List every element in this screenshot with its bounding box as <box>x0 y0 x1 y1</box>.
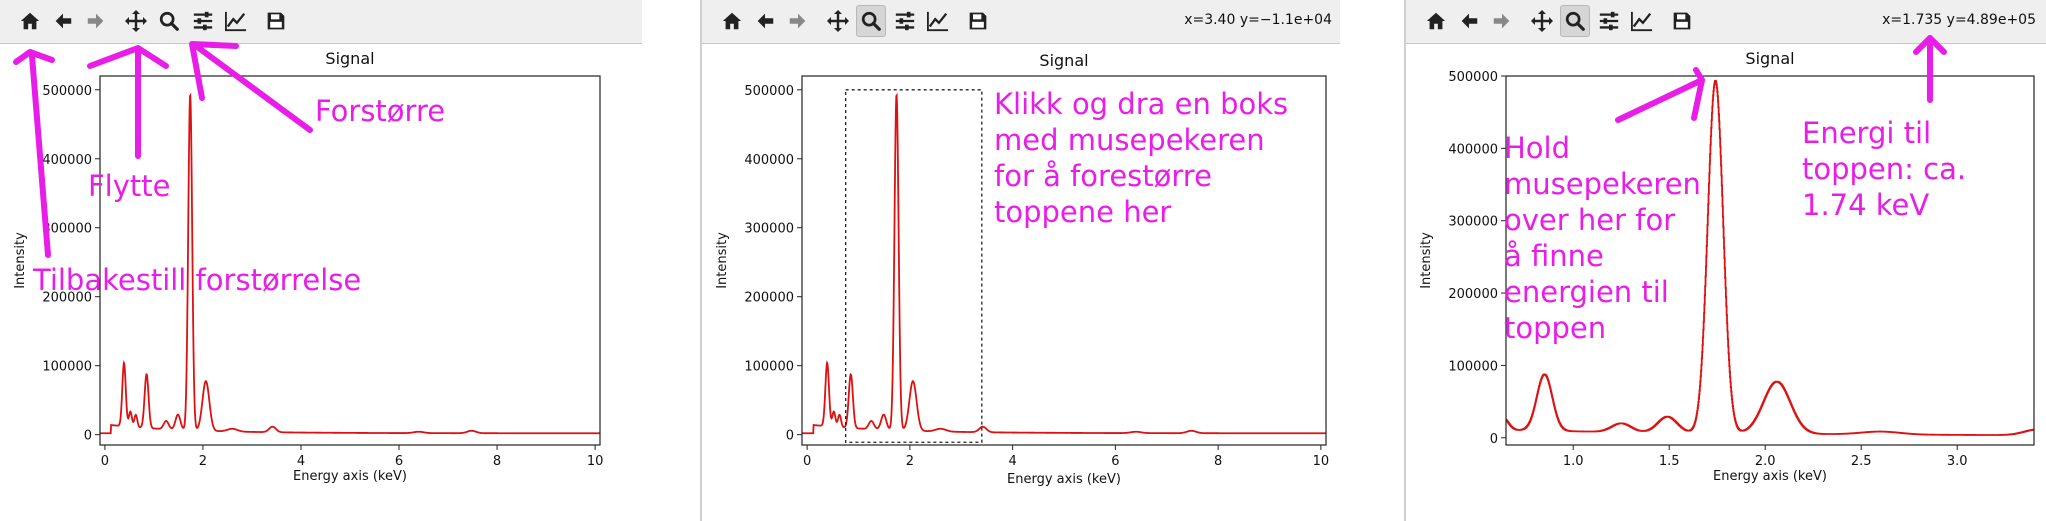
zoom-selection-box[interactable] <box>845 89 983 443</box>
y-tick-label: 200000 <box>744 291 794 306</box>
panel-1: Signal 0 2 4 6 8 10 0 100000 200000 300000 400000 50… <box>0 0 642 521</box>
chart-title: Signal <box>325 49 374 68</box>
x-tick-label: 6 <box>395 454 403 469</box>
x-tick-label: 2.5 <box>1851 454 1872 469</box>
y-axis-label: Intensity <box>13 232 28 289</box>
y-tick-label: 0 <box>1490 432 1498 447</box>
x-tick-label: 2 <box>199 454 207 469</box>
configure-icon[interactable] <box>188 5 218 37</box>
annotation-hover: Hold musepekeren over her for å finne en… <box>1504 131 1701 345</box>
x-tick-label: 2 <box>906 454 914 469</box>
zoom-icon[interactable] <box>154 5 184 37</box>
x-tick-label: 6 <box>1111 454 1119 469</box>
chart-2[interactable]: Signal 0 2 4 6 8 10 0 100000 200000 300000 400000 50… <box>702 0 1340 521</box>
y-tick-label: 100000 <box>1448 359 1498 374</box>
x-tick-label: 1.0 <box>1563 454 1584 469</box>
x-tick-label: 4 <box>297 454 305 469</box>
pan-icon[interactable] <box>823 5 853 37</box>
panel-divider <box>700 0 702 521</box>
annotation-peak-energy: Energi til toppen: ca. 1.74 keV <box>1802 116 1967 222</box>
y-tick-label: 0 <box>84 429 92 444</box>
forward-arrow-icon[interactable] <box>1487 5 1517 37</box>
chart-title: Signal <box>1039 51 1088 70</box>
y-tick-label: 300000 <box>1448 215 1498 230</box>
annotation-zoom-box: Klikk og dra en boks med musepekeren for… <box>994 87 1289 229</box>
axes-frame <box>801 75 1327 446</box>
pan-icon[interactable] <box>1527 5 1557 37</box>
home-icon[interactable] <box>1421 5 1451 37</box>
y-tick-label: 0 <box>786 429 794 444</box>
y-tick-label: 200000 <box>42 291 92 306</box>
x-tick-label: 0 <box>803 454 811 469</box>
annotation-home: Tilbakestill forstørrelse <box>33 263 362 297</box>
x-tick-label: 10 <box>1313 454 1330 469</box>
home-icon[interactable] <box>15 5 45 37</box>
forward-arrow-icon[interactable] <box>81 5 111 37</box>
save-icon[interactable] <box>261 5 291 37</box>
chart-3[interactable]: Signal 1.0 1.5 2.0 2.5 3.0 0 100000 200000 300000… <box>1406 0 2046 521</box>
x-tick-label: 10 <box>587 454 604 469</box>
y-tick-label: 100000 <box>42 360 92 375</box>
chart-title: Signal <box>1745 49 1794 68</box>
panel-divider <box>1404 0 1406 521</box>
cursor-coords: x=1.735 y=4.89e+05 <box>1882 12 2036 28</box>
cursor-coords: x=3.40 y=−1.1e+04 <box>1184 12 1332 28</box>
series-line <box>802 92 1326 435</box>
edit-axis-icon[interactable] <box>1627 5 1657 37</box>
back-arrow-icon[interactable] <box>48 5 78 37</box>
panel-2: x=3.40 y=−1.1e+04 Signal 0 2 4 6 8 10 0 100000 20… <box>702 0 1340 521</box>
forward-arrow-icon[interactable] <box>783 5 813 37</box>
toolbar: x=3.40 y=−1.1e+04 <box>702 0 1340 44</box>
save-icon[interactable] <box>963 5 993 37</box>
y-axis-label: Intensity <box>1419 232 1434 289</box>
x-tick-label: 0 <box>101 454 109 469</box>
y-tick-label: 400000 <box>744 153 794 168</box>
annotation-pan: Flytte <box>88 169 171 203</box>
series-line <box>100 92 600 435</box>
x-tick-label: 2.0 <box>1755 454 1776 469</box>
chart-1[interactable]: Signal 0 2 4 6 8 10 0 100000 200000 300000 400000 50… <box>0 0 642 521</box>
panel-3: x=1.735 y=4.89e+05 Signal 1.0 1.5 2.0 2.5 3.0… <box>1406 0 2046 521</box>
configure-icon[interactable] <box>1594 5 1624 37</box>
back-arrow-icon[interactable] <box>750 5 780 37</box>
home-icon[interactable] <box>717 5 747 37</box>
x-tick-label: 8 <box>493 454 501 469</box>
zoom-icon[interactable] <box>1560 5 1590 37</box>
pan-icon[interactable] <box>121 5 151 37</box>
y-axis-label: Intensity <box>715 232 730 289</box>
axes-frame <box>1505 75 2035 446</box>
y-tick-label: 100000 <box>744 360 794 375</box>
x-axis-label: Energy axis (keV) <box>1713 469 1827 484</box>
y-tick-label: 300000 <box>42 222 92 237</box>
y-tick-label: 300000 <box>744 222 794 237</box>
back-arrow-icon[interactable] <box>1454 5 1484 37</box>
toolbar <box>0 0 642 44</box>
annotation-zoom: Forstørre <box>315 94 446 128</box>
y-tick-label: 200000 <box>1448 287 1498 302</box>
axes-frame <box>99 75 601 446</box>
x-tick-label: 4 <box>1008 454 1016 469</box>
y-tick-label: 400000 <box>42 153 92 168</box>
x-tick-label: 1.5 <box>1659 454 1680 469</box>
x-axis-label: Energy axis (keV) <box>293 469 407 484</box>
configure-icon[interactable] <box>890 5 920 37</box>
y-tick-label: 400000 <box>1448 142 1498 157</box>
zoom-icon[interactable] <box>856 5 886 37</box>
series-line <box>1506 79 2034 436</box>
y-tick-label: 500000 <box>744 84 794 99</box>
save-icon[interactable] <box>1667 5 1697 37</box>
x-tick-label: 8 <box>1214 454 1222 469</box>
edit-axis-icon[interactable] <box>221 5 251 37</box>
x-tick-label: 3.0 <box>1947 454 1968 469</box>
y-tick-label: 500000 <box>42 84 92 99</box>
y-tick-label: 500000 <box>1448 70 1498 85</box>
x-axis-label: Energy axis (keV) <box>1007 472 1121 487</box>
edit-axis-icon[interactable] <box>923 5 953 37</box>
